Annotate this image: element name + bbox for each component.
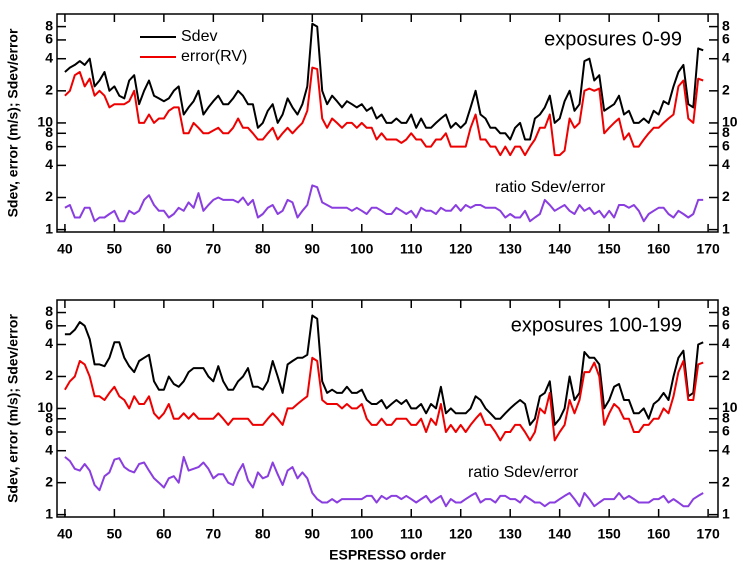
y-tick-label: 6 — [722, 31, 730, 47]
y-tick-label: 6 — [45, 423, 53, 439]
x-tick-label: 160 — [647, 241, 671, 257]
y-tick-label: 10 — [722, 399, 738, 415]
x-tick-label: 130 — [499, 241, 523, 257]
y-tick-label: 2 — [45, 188, 53, 204]
series-line — [64, 22, 704, 141]
legend-label: error(RV) — [181, 48, 247, 65]
y-tick-label: 4 — [45, 441, 53, 457]
y-tick-label: 8 — [45, 303, 53, 319]
x-tick-label: 150 — [597, 241, 621, 257]
x-tick-label: 90 — [305, 526, 321, 542]
x-tick-label: 70 — [206, 526, 222, 542]
x-axis-label: ESPRESSO order — [329, 547, 446, 563]
panel-title: exposures 0-99 — [544, 28, 682, 50]
y-tick-label: 2 — [722, 82, 730, 98]
y-tick-label: 2 — [45, 473, 53, 489]
y-tick-label: 4 — [45, 156, 53, 172]
y-tick-label: 8 — [45, 124, 53, 140]
series-line — [64, 184, 704, 223]
y-tick-label: 2 — [45, 367, 53, 383]
x-tick-label: 100 — [350, 526, 374, 542]
x-tick-label: 140 — [548, 526, 572, 542]
panel-title: exposures 100-199 — [511, 314, 682, 336]
annotation: ratio Sdev/error — [468, 464, 579, 481]
y-tick-label: 10 — [37, 399, 53, 415]
series-line — [64, 66, 704, 157]
x-tick-label: 80 — [255, 241, 271, 257]
y-tick-label: 6 — [45, 137, 53, 153]
y-tick-label: 8 — [722, 303, 730, 319]
y-tick-label: 1 — [722, 505, 730, 521]
x-tick-label: 60 — [156, 526, 172, 542]
y-tick-label: 2 — [45, 82, 53, 98]
x-tick-label: 90 — [305, 241, 321, 257]
x-tick-label: 140 — [548, 241, 572, 257]
y-tick-label: 2 — [722, 367, 730, 383]
y-tick-label: 6 — [722, 137, 730, 153]
x-tick-label: 110 — [400, 241, 423, 257]
legend-label: Sdev — [181, 28, 217, 45]
y-tick-label: 6 — [722, 317, 730, 333]
y-tick-label: 4 — [722, 156, 730, 172]
series-line — [64, 455, 704, 508]
x-tick-label: 110 — [400, 526, 423, 542]
y-tick-label: 1 — [722, 220, 730, 236]
y-tick-label: 6 — [722, 423, 730, 439]
y-tick-label: 8 — [45, 409, 53, 425]
series-line — [64, 356, 704, 442]
x-tick-label: 120 — [449, 526, 473, 542]
x-tick-label: 40 — [57, 241, 73, 257]
x-tick-label: 50 — [107, 241, 123, 257]
y-tick-label: 6 — [45, 317, 53, 333]
y-tick-label: 8 — [45, 17, 53, 33]
annotation: ratio Sdev/error — [495, 179, 606, 196]
x-tick-label: 50 — [107, 526, 123, 542]
y-tick-label: 10 — [722, 114, 738, 130]
y-tick-label: 6 — [45, 31, 53, 47]
y-tick-label: 10 — [37, 114, 53, 130]
x-tick-label: 40 — [57, 526, 73, 542]
y-tick-label: 2 — [722, 188, 730, 204]
y-axis-label: Sdev, error (m/s); Sdev/error — [5, 314, 21, 503]
x-tick-label: 120 — [449, 241, 473, 257]
x-tick-label: 100 — [350, 241, 374, 257]
x-tick-label: 170 — [696, 241, 720, 257]
y-tick-label: 4 — [722, 49, 730, 65]
y-axis-label: Sdev, error (m/s); Sdev/error — [5, 28, 21, 217]
y-tick-label: 4 — [45, 49, 53, 65]
x-tick-label: 150 — [597, 526, 621, 542]
y-tick-label: 1 — [45, 220, 53, 236]
x-tick-label: 160 — [647, 526, 671, 542]
x-tick-label: 60 — [156, 241, 172, 257]
x-tick-label: 70 — [206, 241, 222, 257]
y-tick-label: 4 — [722, 335, 730, 351]
x-tick-label: 170 — [696, 526, 720, 542]
series-line — [64, 314, 704, 426]
y-tick-label: 8 — [722, 409, 730, 425]
x-tick-label: 80 — [255, 526, 271, 542]
y-tick-label: 8 — [722, 17, 730, 33]
y-tick-label: 8 — [722, 124, 730, 140]
y-tick-label: 4 — [722, 441, 730, 457]
y-tick-label: 1 — [45, 505, 53, 521]
y-tick-label: 2 — [722, 473, 730, 489]
x-tick-label: 130 — [499, 526, 523, 542]
y-tick-label: 4 — [45, 335, 53, 351]
